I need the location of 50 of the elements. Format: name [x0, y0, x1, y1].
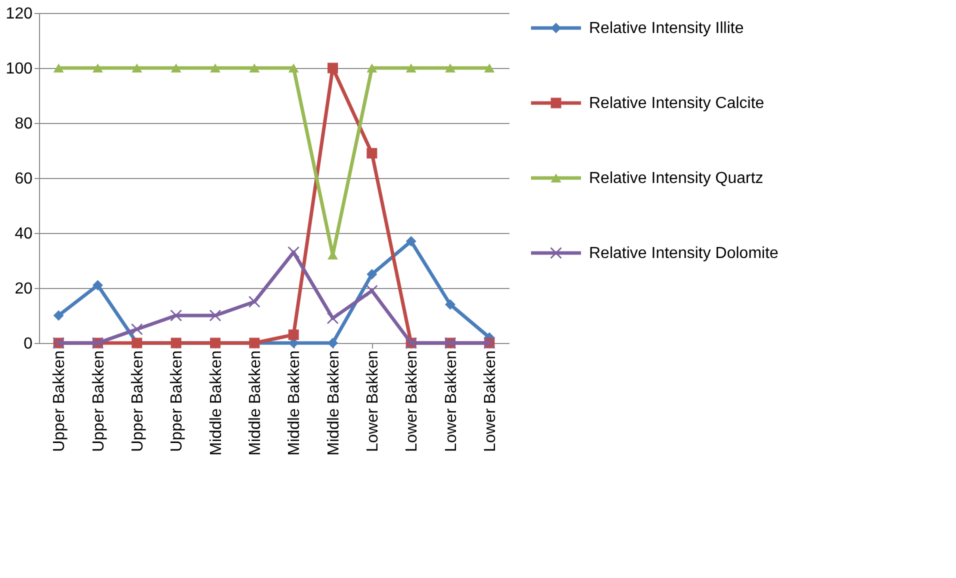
point [484, 63, 495, 73]
point [209, 310, 222, 322]
legend-label: Relative Intensity Illite [589, 20, 744, 37]
x-tick-label: Upper Bakken [129, 350, 146, 452]
point [288, 246, 300, 258]
x-tick-label: Upper Bakken [168, 350, 186, 452]
point [130, 323, 143, 336]
x-tick-label: Middle Bakken [246, 350, 264, 456]
x-tick-label: Middle Bakken [286, 350, 304, 456]
x-tick-label: Lower Bakken [482, 350, 499, 452]
legend-label: Relative Intensity Dolomite [589, 245, 779, 262]
point [288, 63, 299, 73]
y-tick-label: 0 [24, 336, 33, 352]
point [406, 236, 416, 246]
point [248, 296, 260, 308]
x-tick-label: Upper Bakken [90, 350, 108, 452]
point [92, 63, 103, 73]
point [92, 280, 103, 290]
x-tick-label: Lower Bakken [364, 350, 382, 452]
point [328, 62, 338, 74]
y-tick-label: 120 [6, 6, 33, 22]
point [132, 63, 142, 73]
x-tick-label: Middle Bakken [325, 350, 342, 456]
y-tick-label: 80 [14, 116, 33, 132]
point [249, 63, 260, 73]
legend-label: Relative Intensity Calcite [589, 95, 764, 112]
x-tick-label: Middle Bakken [208, 350, 225, 456]
point [170, 310, 182, 322]
y-tick-label: 20 [14, 280, 33, 298]
point [170, 63, 182, 73]
point [53, 310, 64, 321]
point [366, 284, 378, 297]
point [445, 63, 456, 73]
point [53, 63, 64, 73]
point [366, 269, 378, 280]
point [366, 63, 378, 73]
point [366, 148, 378, 158]
point [288, 330, 299, 340]
point [210, 63, 220, 73]
point [406, 63, 416, 73]
point [328, 338, 338, 348]
x-tick-label: Upper Bakken [51, 350, 68, 452]
y-tick-label: 100 [6, 60, 33, 78]
x-tick-label: Lower Bakken [442, 350, 460, 452]
y-tick-label: 40 [14, 226, 33, 242]
point [326, 312, 339, 324]
x-tick-label: Lower Bakken [404, 350, 421, 452]
point [445, 299, 456, 310]
y-tick-label: 60 [14, 170, 33, 188]
legend-label: Relative Intensity Quartz [589, 170, 764, 187]
